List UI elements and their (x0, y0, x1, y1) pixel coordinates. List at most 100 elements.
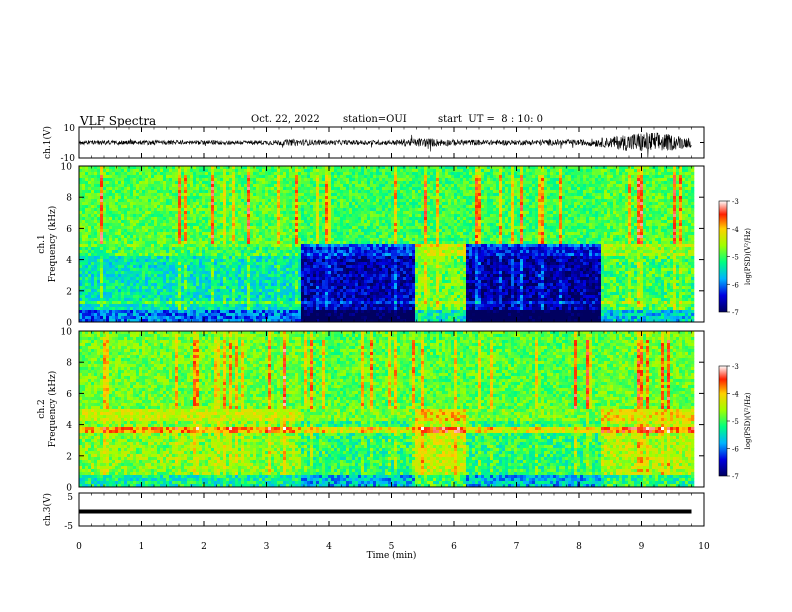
ch1-spectrogram-cell (286, 292, 290, 296)
ch1-spectrogram-cell (121, 238, 125, 242)
ch1-spectrogram-cell (325, 289, 329, 293)
ch1-spectrogram-cell (148, 304, 152, 308)
ch1-spectrogram-cell (148, 268, 152, 272)
ch1-spectrogram-cell (328, 187, 332, 191)
ch1-spectrogram-cell (217, 277, 221, 281)
ch1-spectrogram-cell (202, 193, 206, 197)
ch1-spectrogram-cell (343, 244, 347, 248)
ch1-spectrogram-cell (196, 172, 200, 176)
ch1-spectrogram-cell (118, 259, 122, 263)
ch1-spectrogram-cell (226, 181, 230, 185)
ch1-spectrogram-cell (181, 190, 185, 194)
ch1-spectrogram-cell (217, 244, 221, 248)
ch1-spectrogram-cell (142, 172, 146, 176)
ch1-spectrogram-cell (325, 226, 329, 230)
ch1-spectrogram-cell (280, 226, 284, 230)
ch1-spectrogram-cell (172, 304, 176, 308)
ch1-spectrogram-cell (268, 184, 272, 188)
ch1-spectrogram-cell (304, 190, 308, 194)
ch1-spectrogram-cell (292, 175, 296, 179)
ch1-spectrogram-cell (157, 289, 161, 293)
ch1-spectrogram-cell (154, 175, 158, 179)
ch1-spectrogram-cell (355, 307, 359, 311)
ch1-spectrogram-cell (235, 211, 239, 215)
ch1-spectrogram-cell (172, 244, 176, 248)
ch1-spectrogram-cell (214, 283, 218, 287)
ch1-spectrogram-cell (91, 295, 95, 299)
ch1-spectrogram-cell (247, 250, 251, 254)
ch1-spectrogram-cell (325, 316, 329, 320)
ch1-spectrogram-cell (325, 319, 329, 323)
ch1-spectrogram-cell (217, 289, 221, 293)
ch1-spectrogram-cell (145, 262, 149, 266)
ch1-spectrogram-cell (115, 190, 119, 194)
ch1-spectrogram-cell (295, 265, 299, 269)
ch1-spectrogram-cell (175, 193, 179, 197)
ch1-spectrogram-cell (325, 202, 329, 206)
ch1-spectrogram-cell (205, 319, 209, 323)
ch1-spectrogram-cell (145, 181, 149, 185)
ch1-spectrogram-cell (283, 283, 287, 287)
ch1-spectrogram-cell (118, 220, 122, 224)
ch1-spectrogram-cell (262, 226, 266, 230)
ch1-spectrogram-cell (283, 217, 287, 221)
ch1-spectrogram-cell (124, 241, 128, 245)
ch1-spectrogram-cell (106, 205, 110, 209)
ch1-spectrogram-cell (304, 199, 308, 203)
ch1-spectrogram-cell (148, 205, 152, 209)
ch1-spectrogram-cell (250, 268, 254, 272)
ch1-spectrogram-cell (187, 166, 191, 170)
ch1-spectrogram-cell (352, 268, 356, 272)
ch1-spectrogram-cell (193, 193, 197, 197)
ch1-spectrogram-cell (160, 229, 164, 233)
ch1-spectrogram-cell (244, 301, 248, 305)
ch1-spectrogram-cell (142, 259, 146, 263)
ch1-spectrogram-cell (190, 217, 194, 221)
ch1-spectrogram-cell (151, 196, 155, 200)
ch1-spectrogram-cell (214, 178, 218, 182)
ch1-spectrogram-cell (280, 259, 284, 263)
ch1-spectrogram-cell (214, 289, 218, 293)
ch1-spectrogram-cell (145, 241, 149, 245)
ch1-spectrogram-cell (316, 202, 320, 206)
ch1-spectrogram-cell (103, 250, 107, 254)
ch1-spectrogram-cell (250, 313, 254, 317)
ch1-spectrogram-cell (256, 166, 260, 170)
ch1-spectrogram-cell (145, 217, 149, 221)
ch1-spectrogram-cell (160, 256, 164, 260)
ch1-spectrogram-cell (112, 217, 116, 221)
ch1-spectrogram-cell (349, 217, 353, 221)
ch1-spectrogram-cell (247, 247, 251, 251)
ch1-spectrogram-cell (322, 181, 326, 185)
ch1-spectrogram-cell (163, 217, 167, 221)
ch1-spectrogram-cell (355, 199, 359, 203)
ch1-spectrogram-cell (154, 253, 158, 257)
ch1-spectrogram-cell (340, 289, 344, 293)
ch1-spectrogram-cell (100, 172, 104, 176)
ch1-spectrogram-cell (319, 241, 323, 245)
ch1-spectrogram-cell (343, 283, 347, 287)
ch1-spectrogram-cell (343, 166, 347, 170)
ch1-spectrogram-cell (184, 283, 188, 287)
ch1-spectrogram-cell (271, 205, 275, 209)
ch1-spectrogram-cell (181, 292, 185, 296)
ch1-spectrogram-cell (142, 169, 146, 173)
ch1-spectrogram-cell (88, 214, 92, 218)
ch1-spectrogram-cell (100, 277, 104, 281)
ch1-spectrogram-cell (232, 247, 236, 251)
ch1-spectrogram-cell (136, 313, 140, 317)
ch1-spectrogram-cell (85, 187, 89, 191)
ch1-spectrogram-cell (226, 205, 230, 209)
ch1-spectrogram-cell (289, 193, 293, 197)
ch1-spectrogram-cell (292, 244, 296, 248)
ch1-spectrogram-cell (238, 265, 242, 269)
ch1-spectrogram-cell (280, 208, 284, 212)
ch1-spectrogram-cell (151, 166, 155, 170)
ch1-spectrogram-cell (193, 280, 197, 284)
ch1-spectrogram-cell (88, 208, 92, 212)
ch1-spectrogram-cell (154, 277, 158, 281)
ch1-spectrogram-cell (202, 214, 206, 218)
ch1-spectrogram-cell (322, 262, 326, 266)
ch1-spectrogram-cell (145, 196, 149, 200)
ch1-spectrogram-cell (271, 319, 275, 323)
